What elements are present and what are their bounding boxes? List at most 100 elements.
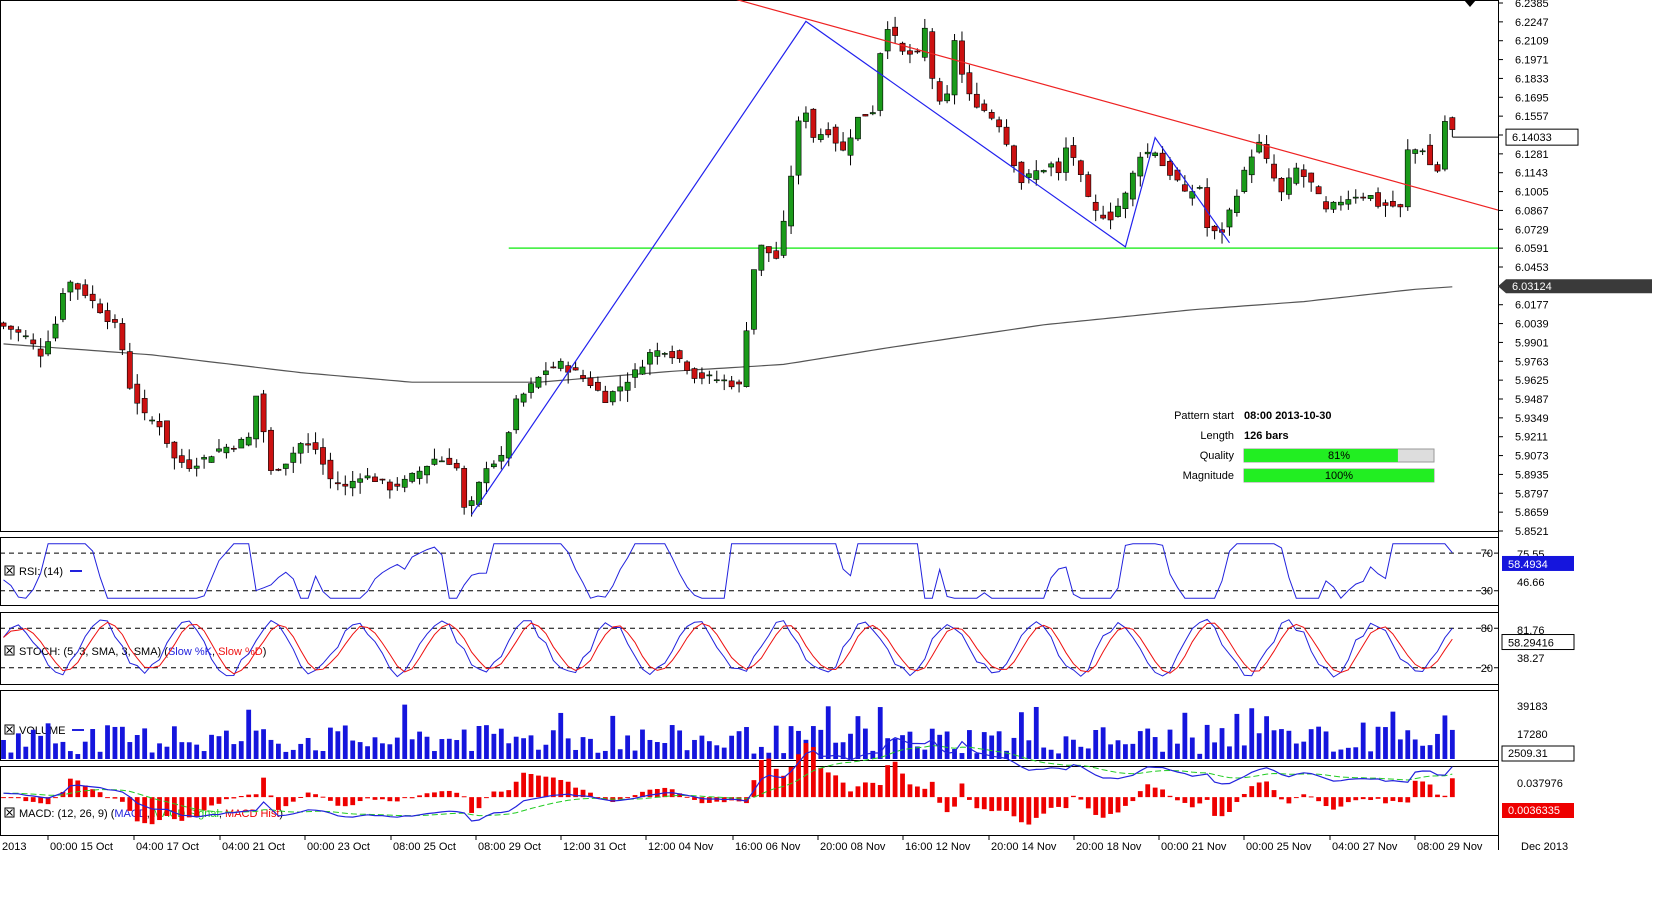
macd-hist-bar [1301, 794, 1307, 798]
price-tick-label: 5.9625 [1515, 375, 1549, 387]
volume-bar [30, 729, 36, 759]
volume-bar [952, 749, 957, 759]
candle [1204, 178, 1211, 237]
volume-bar [45, 723, 51, 759]
candle-body [149, 419, 155, 422]
quality-label: Quality [1200, 450, 1235, 462]
volume-bar [1234, 713, 1240, 759]
volume-bar [283, 751, 289, 759]
candle [260, 389, 267, 443]
candle-body [201, 457, 208, 460]
volume-bar [944, 731, 950, 759]
macd-hist-bar [216, 797, 222, 804]
candle [37, 338, 44, 368]
candle-body [1308, 172, 1315, 183]
macd-hist-bar [640, 791, 645, 798]
macd-hist-label: MACD Hist [225, 808, 279, 820]
candle-body [1285, 177, 1292, 195]
candle [119, 318, 126, 356]
price-tick-label: 6.1971 [1515, 55, 1549, 67]
macd-hist-bar [313, 794, 318, 798]
candle-body [847, 137, 854, 156]
stoch-title-suffix: ) [263, 646, 267, 658]
volume-bar [261, 729, 266, 759]
macd-series: 0.037976 0.0036335 [1, 737, 1574, 825]
macd-hist-bar [1011, 797, 1017, 817]
candle-body [728, 380, 735, 388]
candle [312, 432, 319, 455]
macd-hist-bar [23, 797, 29, 802]
macd-hist-bar [350, 797, 356, 806]
last-price-tag: 6.14033 [1512, 132, 1552, 144]
macd-hist-bar [565, 781, 571, 798]
macd-hist-bar [454, 792, 460, 798]
volume-bar [662, 743, 668, 759]
magnitude-label: Magnitude [1183, 470, 1234, 482]
macd-hist-bar [1219, 797, 1225, 817]
macd-hist-bar [30, 797, 36, 802]
candle-body [647, 352, 653, 365]
volume-bar [1249, 708, 1255, 759]
macd-hist-bar [1427, 784, 1433, 798]
macd-hist-bar [276, 797, 281, 810]
volume-bar [424, 736, 430, 759]
macd-hist-bar [1442, 795, 1448, 798]
macd-hist-bar [320, 796, 326, 798]
macd-hist-bar [803, 743, 809, 798]
candle-body [15, 329, 22, 333]
macd-hist-bar [974, 797, 980, 809]
candle-body [1323, 201, 1329, 210]
macd-hist-bar [112, 797, 118, 799]
volume-bar [766, 752, 772, 759]
volume-bar [1167, 729, 1173, 759]
pattern-start-value: 08:00 2013-10-30 [1244, 410, 1331, 422]
volume-bar [758, 746, 764, 759]
candle [171, 441, 178, 470]
stoch-lines-series [3, 618, 1453, 678]
macd-hist-bar [75, 780, 81, 798]
volume-bar [1338, 749, 1344, 759]
macd-hist-bar [380, 797, 385, 800]
candle [1360, 192, 1367, 201]
volume-bar [365, 746, 370, 759]
candle-body [119, 323, 126, 351]
macd-hist-bar [142, 797, 148, 824]
candle-body [1092, 201, 1099, 211]
candle [201, 454, 208, 469]
macd-title-suffix: ) [279, 808, 283, 820]
macd-hist-bar [736, 797, 742, 802]
candle [401, 475, 408, 493]
stoch-slow-k-label: Slow %K [168, 646, 213, 658]
macd-hist-bar [818, 767, 824, 798]
macd-hist-bar [1383, 797, 1388, 804]
candle-body [624, 381, 631, 391]
volume-tag-box [1501, 745, 1575, 762]
macd-hist-bar [357, 797, 363, 802]
candle [15, 326, 22, 342]
candle [253, 395, 260, 448]
candle-body [1107, 211, 1114, 221]
candle [944, 85, 951, 104]
panel-frames [0, 0, 1499, 850]
macd-hist-bar [1338, 797, 1344, 807]
candle-body [572, 367, 579, 371]
candle-body [134, 383, 141, 404]
candle-body [45, 341, 51, 355]
volume-bar [1375, 726, 1381, 759]
candle [713, 370, 720, 384]
stoch-collapse-icon-cross [6, 647, 13, 654]
candle-body [409, 472, 416, 482]
scroll-end-icon[interactable] [1464, 0, 1476, 7]
volume-panel: VOLUME 39183 17280 2509.31 [1, 701, 1575, 762]
candle-body [1122, 192, 1129, 210]
price-tick-label: 5.9073 [1515, 451, 1549, 463]
candle-body [290, 452, 297, 463]
candle [230, 445, 237, 453]
candle-body [1442, 121, 1448, 170]
candle-body [580, 375, 586, 379]
candle-body [1375, 192, 1381, 207]
volume-bar [996, 731, 1002, 759]
candle-body [275, 468, 282, 471]
candle [1211, 225, 1218, 240]
macd-hist-bar [632, 795, 638, 798]
